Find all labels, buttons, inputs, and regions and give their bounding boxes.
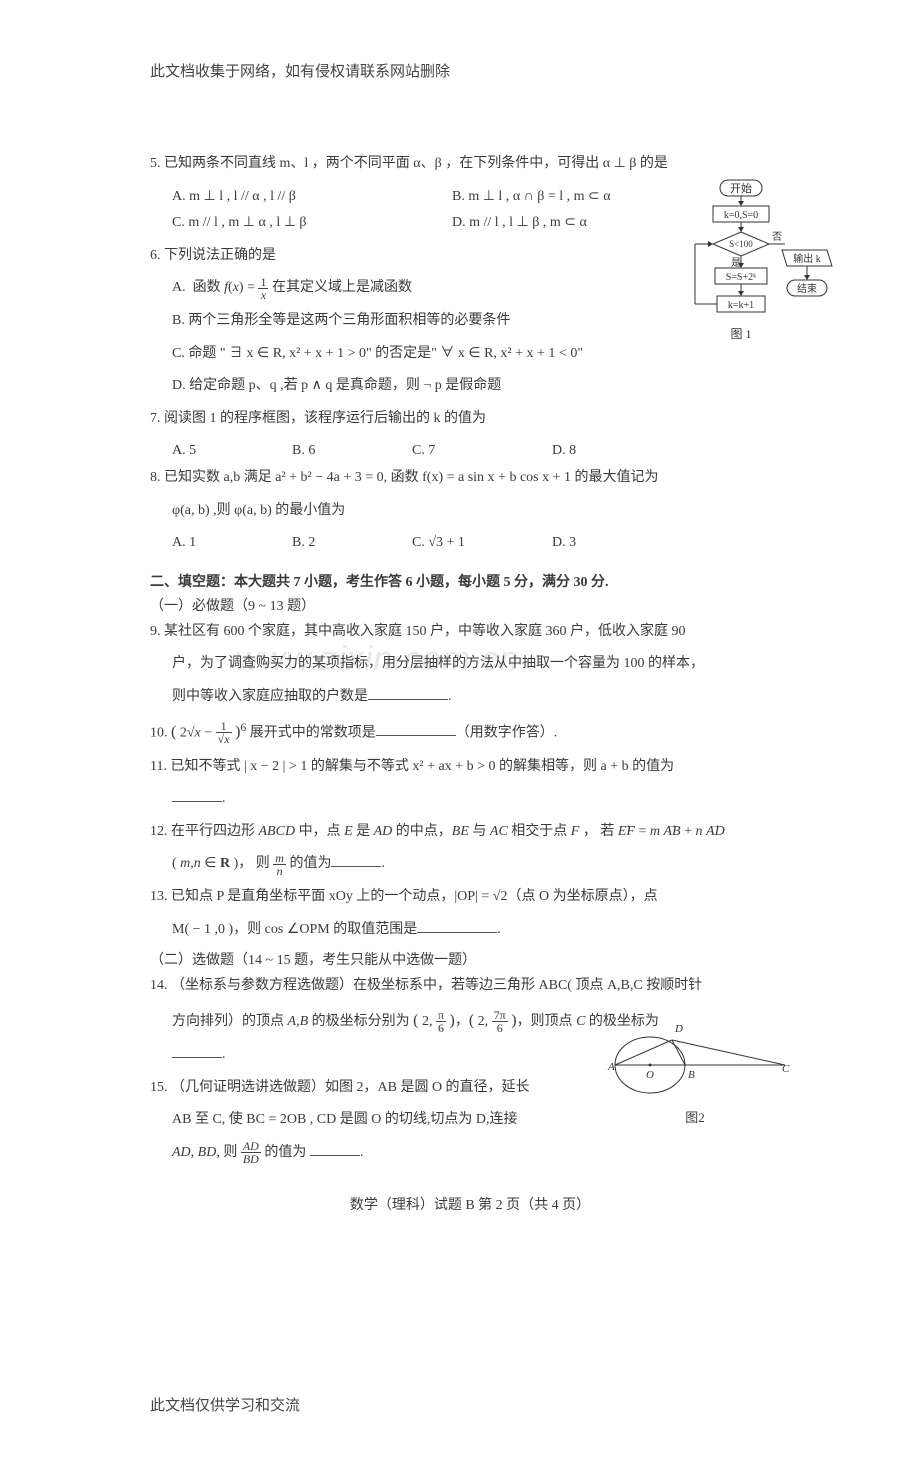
q7-D: D. 8 [552,438,672,465]
q8-B: B. 2 [292,530,412,557]
q10: 10. ( 2√x − 1√x )6 展开式中的常数项是（用数字作答）. [150,717,790,748]
q9-l3: 则中等收入家庭应抽取的户数是. [172,684,790,711]
q6-A: A. 函数 f(x) = 1x 在其定义域上是减函数 [172,275,790,302]
q12-tail: . [381,856,385,871]
section-2-title: 二、填空题：本大题共 7 小题，考生作答 6 小题，每小题 5 分，满分 30 … [150,571,790,591]
q15-tail: . [360,1145,364,1160]
q11-blank [172,787,222,802]
q12-l2: ( m,n ∈ R )， 则 mn 的值为. [172,851,790,878]
q6-C: C. 命题 " ∃ x ∈ R, x² + x + 1 > 0" 的否定是" ∀… [172,341,790,368]
q6-B: B. 两个三角形全等是这两个三角形面积相等的必要条件 [172,308,790,335]
q15-l2: AB 至 C, 使 BC = 2OB , CD 是圆 O 的切线,切点为 D,连… [172,1107,572,1134]
q5-B: B. m ⊥ l , α ∩ β = l , m ⊂ α [452,184,790,211]
q8-stem1: 8. 已知实数 a,b 满足 a² + b² − 4a + 3 = 0, 函数 … [150,465,790,492]
q10-blank [376,721,456,736]
q7-B: B. 6 [292,438,412,465]
q11-blank-row: . [172,786,790,813]
header-note: 此文档收集于网络，如有侵权请联系网站删除 [150,60,790,81]
q15-blank [310,1141,360,1156]
q14-blank [172,1043,222,1058]
q8-stem2: φ(a, b) ,则 φ(a, b) 的最小值为 [172,498,790,525]
q5-C: C. m // l , m ⊥ α , l ⊥ β [172,210,452,237]
q11-l1: 11. 已知不等式 | x − 2 | > 1 的解集与不等式 x² + ax … [150,754,790,781]
q14-blank-row: . [172,1042,790,1069]
page-footer: 数学（理科）试题 B 第 2 页（共 4 页） [150,1194,790,1214]
q15-l1: 15. （几何证明选讲选做题）如图 2，AB 是圆 O 的直径，延长 [150,1075,570,1102]
q14-tail: . [222,1047,226,1062]
q8-choices: A. 1 B. 2 C. √3 + 1 D. 3 [172,530,790,557]
q9-l1: 9. 某社区有 600 个家庭，其中高收入家庭 150 户，中等收入家庭 360… [150,619,790,646]
q9-l3-text: 则中等收入家庭应抽取的户数是 [172,689,368,704]
q6-stem: 6. 下列说法正确的是 [150,243,790,270]
footer-note: 此文档仅供学习和交流 [150,1394,790,1415]
q8-C: C. √3 + 1 [412,530,552,557]
q8-D: D. 3 [552,530,672,557]
q13-l2: M( − 1 ,0 )，则 cos ∠OPM 的取值范围是. [172,917,790,944]
q6-D: D. 给定命题 p、q ,若 p ∧ q 是真命题，则 ¬ p 是假命题 [172,373,790,400]
flow-end: 结束 [797,282,817,295]
q9-blank [368,685,448,700]
q9-l2: 户，为了调查购买力的某项指标，用分层抽样的方法从中抽取一个容量为 100 的样本… [172,651,790,678]
q5-row1: A. m ⊥ l , l // α , l // β B. m ⊥ l , α … [150,184,790,211]
q5-D: D. m // l , l ⊥ β , m ⊂ α [452,210,790,237]
q9-tail: . [448,689,452,704]
subsection-2: （二）选做题（14 ~ 15 题，考生只能从中选做一题） [150,949,790,969]
q15-l3: AD, BD, 则 ADBD 的值为 . [172,1140,572,1167]
q13-l1: 13. 已知点 P 是直角坐标平面 xOy 上的一个动点，|OP| = √2（点… [150,884,790,911]
q10-tail: （用数字作答）. [456,725,558,740]
q7-choices: A. 5 B. 6 C. 7 D. 8 [172,438,790,465]
q8-A: A. 1 [172,530,292,557]
q5-row2: C. m // l , m ⊥ α , l ⊥ β D. m // l , l … [150,210,790,237]
q7-A: A. 5 [172,438,292,465]
q13-tail: . [497,922,501,937]
q14-l2: 方向排列）的顶点 A,B 的极坐标分别为 ( 2, π6 )，( 2, 7π6 … [172,1006,790,1036]
q7-C: C. 7 [412,438,552,465]
q12-l1: 12. 在平行四边形 ABCD 中，点 E 是 AD 的中点，BE 与 AC 相… [150,819,790,846]
q5-stem: 5. 已知两条不同直线 m、l ，两个不同平面 α、β ，在下列条件中，可得出 … [150,151,790,178]
q13-blank [417,918,497,933]
flow-out: 输出 k [793,252,821,265]
q13-l2-text: M( − 1 ,0 )，则 cos ∠OPM 的取值范围是 [172,922,417,937]
q5-A: A. m ⊥ l , l // α , l // β [172,184,452,211]
subsection-1: （一）必做题（9 ~ 13 题） [150,595,790,615]
q12-blank [331,852,381,867]
q11-tail: . [222,791,226,806]
q14-l1: 14. （坐标系与参数方程选做题）在极坐标系中，若等边三角形 ABC( 顶点 A… [150,973,790,1000]
q7-stem: 7. 阅读图 1 的程序框图，该程序运行后输出的 k 的值为 [150,406,790,433]
